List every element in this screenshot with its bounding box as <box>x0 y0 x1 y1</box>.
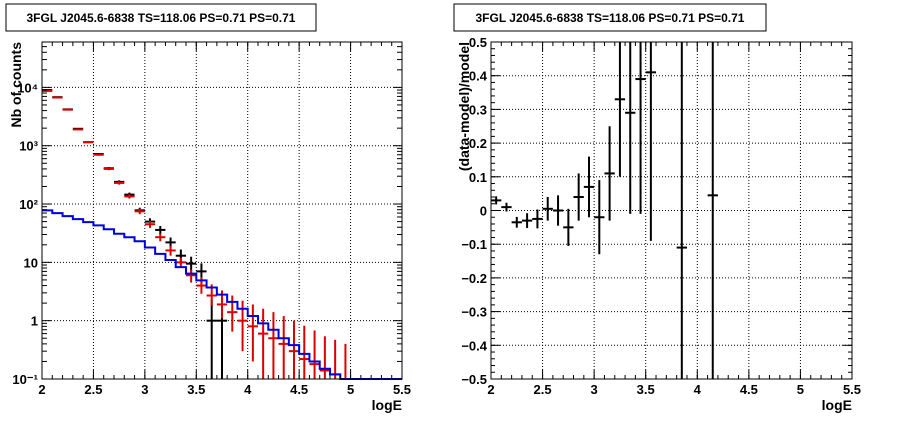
right-y-tick-label: 0.4 <box>469 69 488 84</box>
left-title-box <box>5 3 317 32</box>
left-panel: 3FGL J2045.6-6838 TS=118.06 PS=0.71 PS=0… <box>5 3 411 413</box>
right-y-axis-label: (data-model)/model <box>456 42 472 171</box>
right-axes: 2 2.5 3 3.5 4 4.5 5 5.5 −0.5 −0.4 −0.3 −0.2 −0.1 0 0.1… <box>461 35 861 397</box>
left-x-axis-label: logE <box>372 397 402 413</box>
left-axes: 2 2.5 3 3.5 4 4.5 5 5.5 10⁻¹ 1 10 10² 10³ 10⁴ <box>12 41 411 397</box>
right-y-tick-label: −0.4 <box>461 338 487 353</box>
left-y-tick-label: 10² <box>19 197 38 212</box>
left-x-tick-label: 2 <box>38 382 45 397</box>
right-series-layer <box>491 42 718 379</box>
left-y-tick-label: 10³ <box>19 139 38 154</box>
left-plot-frame <box>41 41 403 380</box>
right-y-tick-label: 0.3 <box>469 102 487 117</box>
right-y-tick-label: −0.3 <box>461 305 487 320</box>
left-x-tick-label: 5.5 <box>393 382 411 397</box>
right-grid <box>491 42 852 379</box>
right-x-tick-label: 3 <box>591 382 598 397</box>
right-x-tick-label: 2 <box>487 382 494 397</box>
right-title-box <box>453 3 767 32</box>
right-chart-title: 3FGL J2045.6-6838 TS=118.06 PS=0.71 PS=0… <box>476 11 745 25</box>
right-x-tick-label: 4.5 <box>740 382 758 397</box>
left-chart-title: 3FGL J2045.6-6838 TS=118.06 PS=0.71 PS=0… <box>27 11 296 25</box>
right-x-axis-label: logE <box>822 397 852 413</box>
left-grid <box>42 42 402 379</box>
left-y-axis-label: Nb of counts <box>8 42 24 128</box>
right-y-tick-label: −0.2 <box>461 271 487 286</box>
right-y-tick-label: −0.5 <box>461 372 487 387</box>
left-y-tick-label: 10 <box>24 255 38 270</box>
left-x-tick-label: 5 <box>347 382 354 397</box>
left-y-tick-label: 10⁴ <box>17 80 38 95</box>
left-x-tick-label: 4 <box>244 382 252 397</box>
right-panel: 3FGL J2045.6-6838 TS=118.06 PS=0.71 PS=0… <box>453 3 861 413</box>
right-x-tick-label: 4 <box>694 382 702 397</box>
left-y-tick-label: 1 <box>31 314 38 329</box>
right-y-tick-label: −0.1 <box>461 237 487 252</box>
left-x-tick-label: 3 <box>141 382 148 397</box>
left-series-layer <box>42 89 402 380</box>
left-y-tick-label: 10⁻¹ <box>12 372 38 387</box>
right-x-tick-label: 3.5 <box>637 382 655 397</box>
left-x-tick-label: 2.5 <box>84 382 102 397</box>
left-x-tick-label: 4.5 <box>290 382 308 397</box>
right-y-tick-label: 0.5 <box>469 35 487 50</box>
right-y-tick-label: 0.2 <box>469 136 487 151</box>
right-x-tick-label: 5 <box>797 382 804 397</box>
right-x-tick-label: 5.5 <box>843 382 861 397</box>
right-x-tick-label: 2.5 <box>534 382 552 397</box>
right-y-tick-label: 0 <box>480 204 487 219</box>
right-y-tick-label: 0.1 <box>469 170 487 185</box>
left-x-tick-label: 3.5 <box>187 382 205 397</box>
left-model-step-line <box>42 209 402 380</box>
